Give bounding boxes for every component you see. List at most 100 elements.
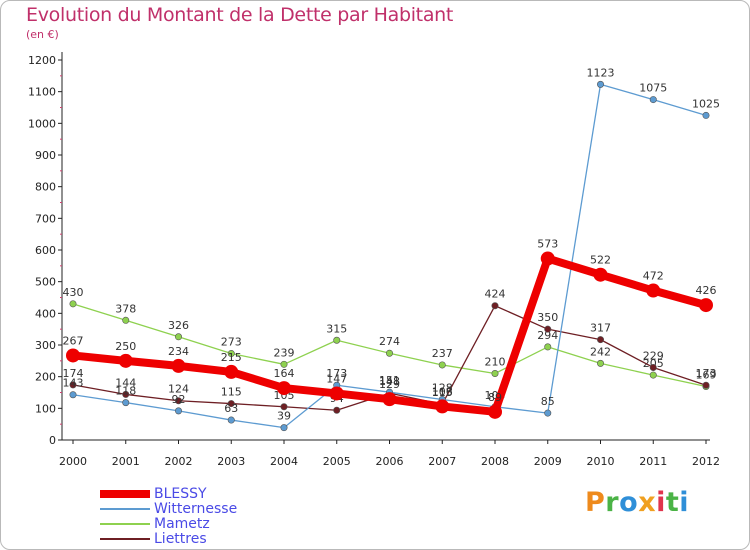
data-label-mametz: 274 [379, 335, 400, 348]
y-tick-label: 500 [35, 276, 56, 289]
y-tick-label: 400 [35, 307, 56, 320]
legend-item-witternesse: Witternesse [100, 502, 237, 516]
data-label-mametz: 237 [432, 347, 453, 360]
data-point-mametz [175, 333, 183, 341]
data-label-witternesse: 173 [326, 367, 347, 380]
legend-item-mametz: Mametz [100, 517, 210, 531]
x-tick-label: 2008 [481, 455, 509, 468]
data-label-blessy: 164 [274, 367, 295, 380]
data-label-mametz: 378 [115, 302, 136, 315]
chart-title: Evolution du Montant de la Dette par Hab… [26, 4, 454, 26]
data-label-mametz: 430 [63, 286, 84, 299]
x-tick-label: 2010 [587, 455, 615, 468]
data-label-witternesse: 1075 [639, 82, 667, 95]
data-point-blessy [66, 348, 80, 363]
data-label-witternesse: 39 [277, 410, 291, 423]
data-label-blessy: 234 [168, 345, 189, 358]
y-tick-label: 600 [35, 244, 56, 257]
data-point-blessy [329, 386, 344, 401]
data-label-mametz: 210 [485, 356, 506, 369]
y-tick-label: 200 [35, 371, 56, 384]
legend-item-blessy: BLESSY [100, 487, 207, 501]
legend-swatch [100, 508, 150, 510]
logo-letter: t [665, 487, 680, 518]
x-tick-label: 2012 [692, 455, 720, 468]
data-label-liettres: 174 [63, 367, 84, 380]
data-point-witternesse [227, 416, 235, 424]
data-point-blessy [382, 392, 397, 407]
y-tick-label: 1000 [28, 117, 56, 130]
data-label-witternesse: 85 [541, 395, 555, 408]
data-label-witternesse: 128 [432, 381, 453, 394]
data-label-witternesse: 92 [172, 393, 186, 406]
data-label-mametz: 239 [274, 346, 295, 359]
legend-label: Witternesse [154, 501, 238, 517]
x-tick-label: 2005 [323, 455, 351, 468]
data-label-blessy: 129 [379, 378, 400, 391]
x-tick-label: 2007 [428, 455, 456, 468]
data-point-liettres [175, 397, 183, 405]
data-point-mametz [544, 343, 552, 351]
y-tick-label: 900 [35, 149, 56, 162]
data-point-blessy [540, 251, 555, 266]
chart-subtitle: (en €) [26, 28, 59, 41]
data-point-witternesse [280, 424, 288, 432]
y-tick-label: 1200 [28, 54, 56, 67]
data-label-blessy: 472 [643, 270, 664, 283]
data-point-mametz [122, 316, 130, 324]
data-label-witternesse: 1025 [692, 97, 720, 110]
data-point-mametz [333, 336, 341, 344]
logo-letter: i [656, 487, 666, 518]
data-point-blessy [118, 353, 133, 368]
data-label-liettres: 424 [485, 288, 506, 301]
data-label-liettres: 144 [115, 376, 136, 389]
data-point-liettres [596, 336, 604, 344]
data-point-blessy [699, 298, 713, 313]
data-label-blessy: 426 [696, 284, 717, 297]
data-label-blessy: 250 [115, 340, 136, 353]
data-point-liettres [544, 325, 552, 333]
x-tick-label: 2006 [376, 455, 404, 468]
x-tick-label: 2009 [534, 455, 562, 468]
data-label-liettres: 148 [379, 375, 400, 388]
logo-letter: r [605, 487, 620, 518]
data-point-liettres [280, 403, 288, 411]
data-point-liettres [122, 390, 130, 398]
data-point-witternesse [69, 391, 77, 399]
legend-swatch [100, 523, 150, 525]
data-label-blessy: 106 [432, 385, 453, 398]
data-point-blessy [435, 399, 450, 414]
data-label-blessy: 573 [537, 238, 558, 251]
data-point-witternesse [596, 80, 604, 88]
proxiti-logo: Proxiti [585, 487, 689, 518]
legend-label: Mametz [154, 516, 210, 532]
y-tick-label: 800 [35, 181, 56, 194]
data-label-liettres: 115 [221, 386, 242, 399]
data-point-mametz [227, 350, 235, 358]
data-point-liettres [333, 406, 341, 414]
y-tick-label: 700 [35, 212, 56, 225]
data-point-blessy [224, 364, 239, 379]
data-label-witternesse: 151 [379, 374, 400, 387]
data-point-mametz [69, 300, 77, 308]
y-tick-label: 100 [35, 402, 56, 415]
data-point-mametz [649, 371, 657, 379]
x-tick-label: 2003 [217, 455, 245, 468]
legend-label: Liettres [154, 531, 207, 547]
data-point-mametz [596, 359, 604, 367]
data-point-witternesse [649, 96, 657, 104]
logo-letter: P [585, 487, 606, 518]
data-label-mametz: 273 [221, 336, 242, 349]
data-point-blessy [277, 381, 291, 396]
legend-swatch [100, 538, 150, 540]
data-label-blessy: 267 [63, 334, 84, 347]
data-label-witternesse: 143 [63, 377, 84, 390]
data-point-liettres [702, 381, 710, 389]
data-label-liettres: 173 [696, 367, 717, 380]
data-point-mametz [438, 361, 446, 369]
data-point-liettres [649, 363, 657, 371]
x-tick-label: 2001 [112, 455, 140, 468]
data-label-blessy: 215 [221, 351, 242, 364]
legend-item-liettres: Liettres [100, 532, 207, 546]
